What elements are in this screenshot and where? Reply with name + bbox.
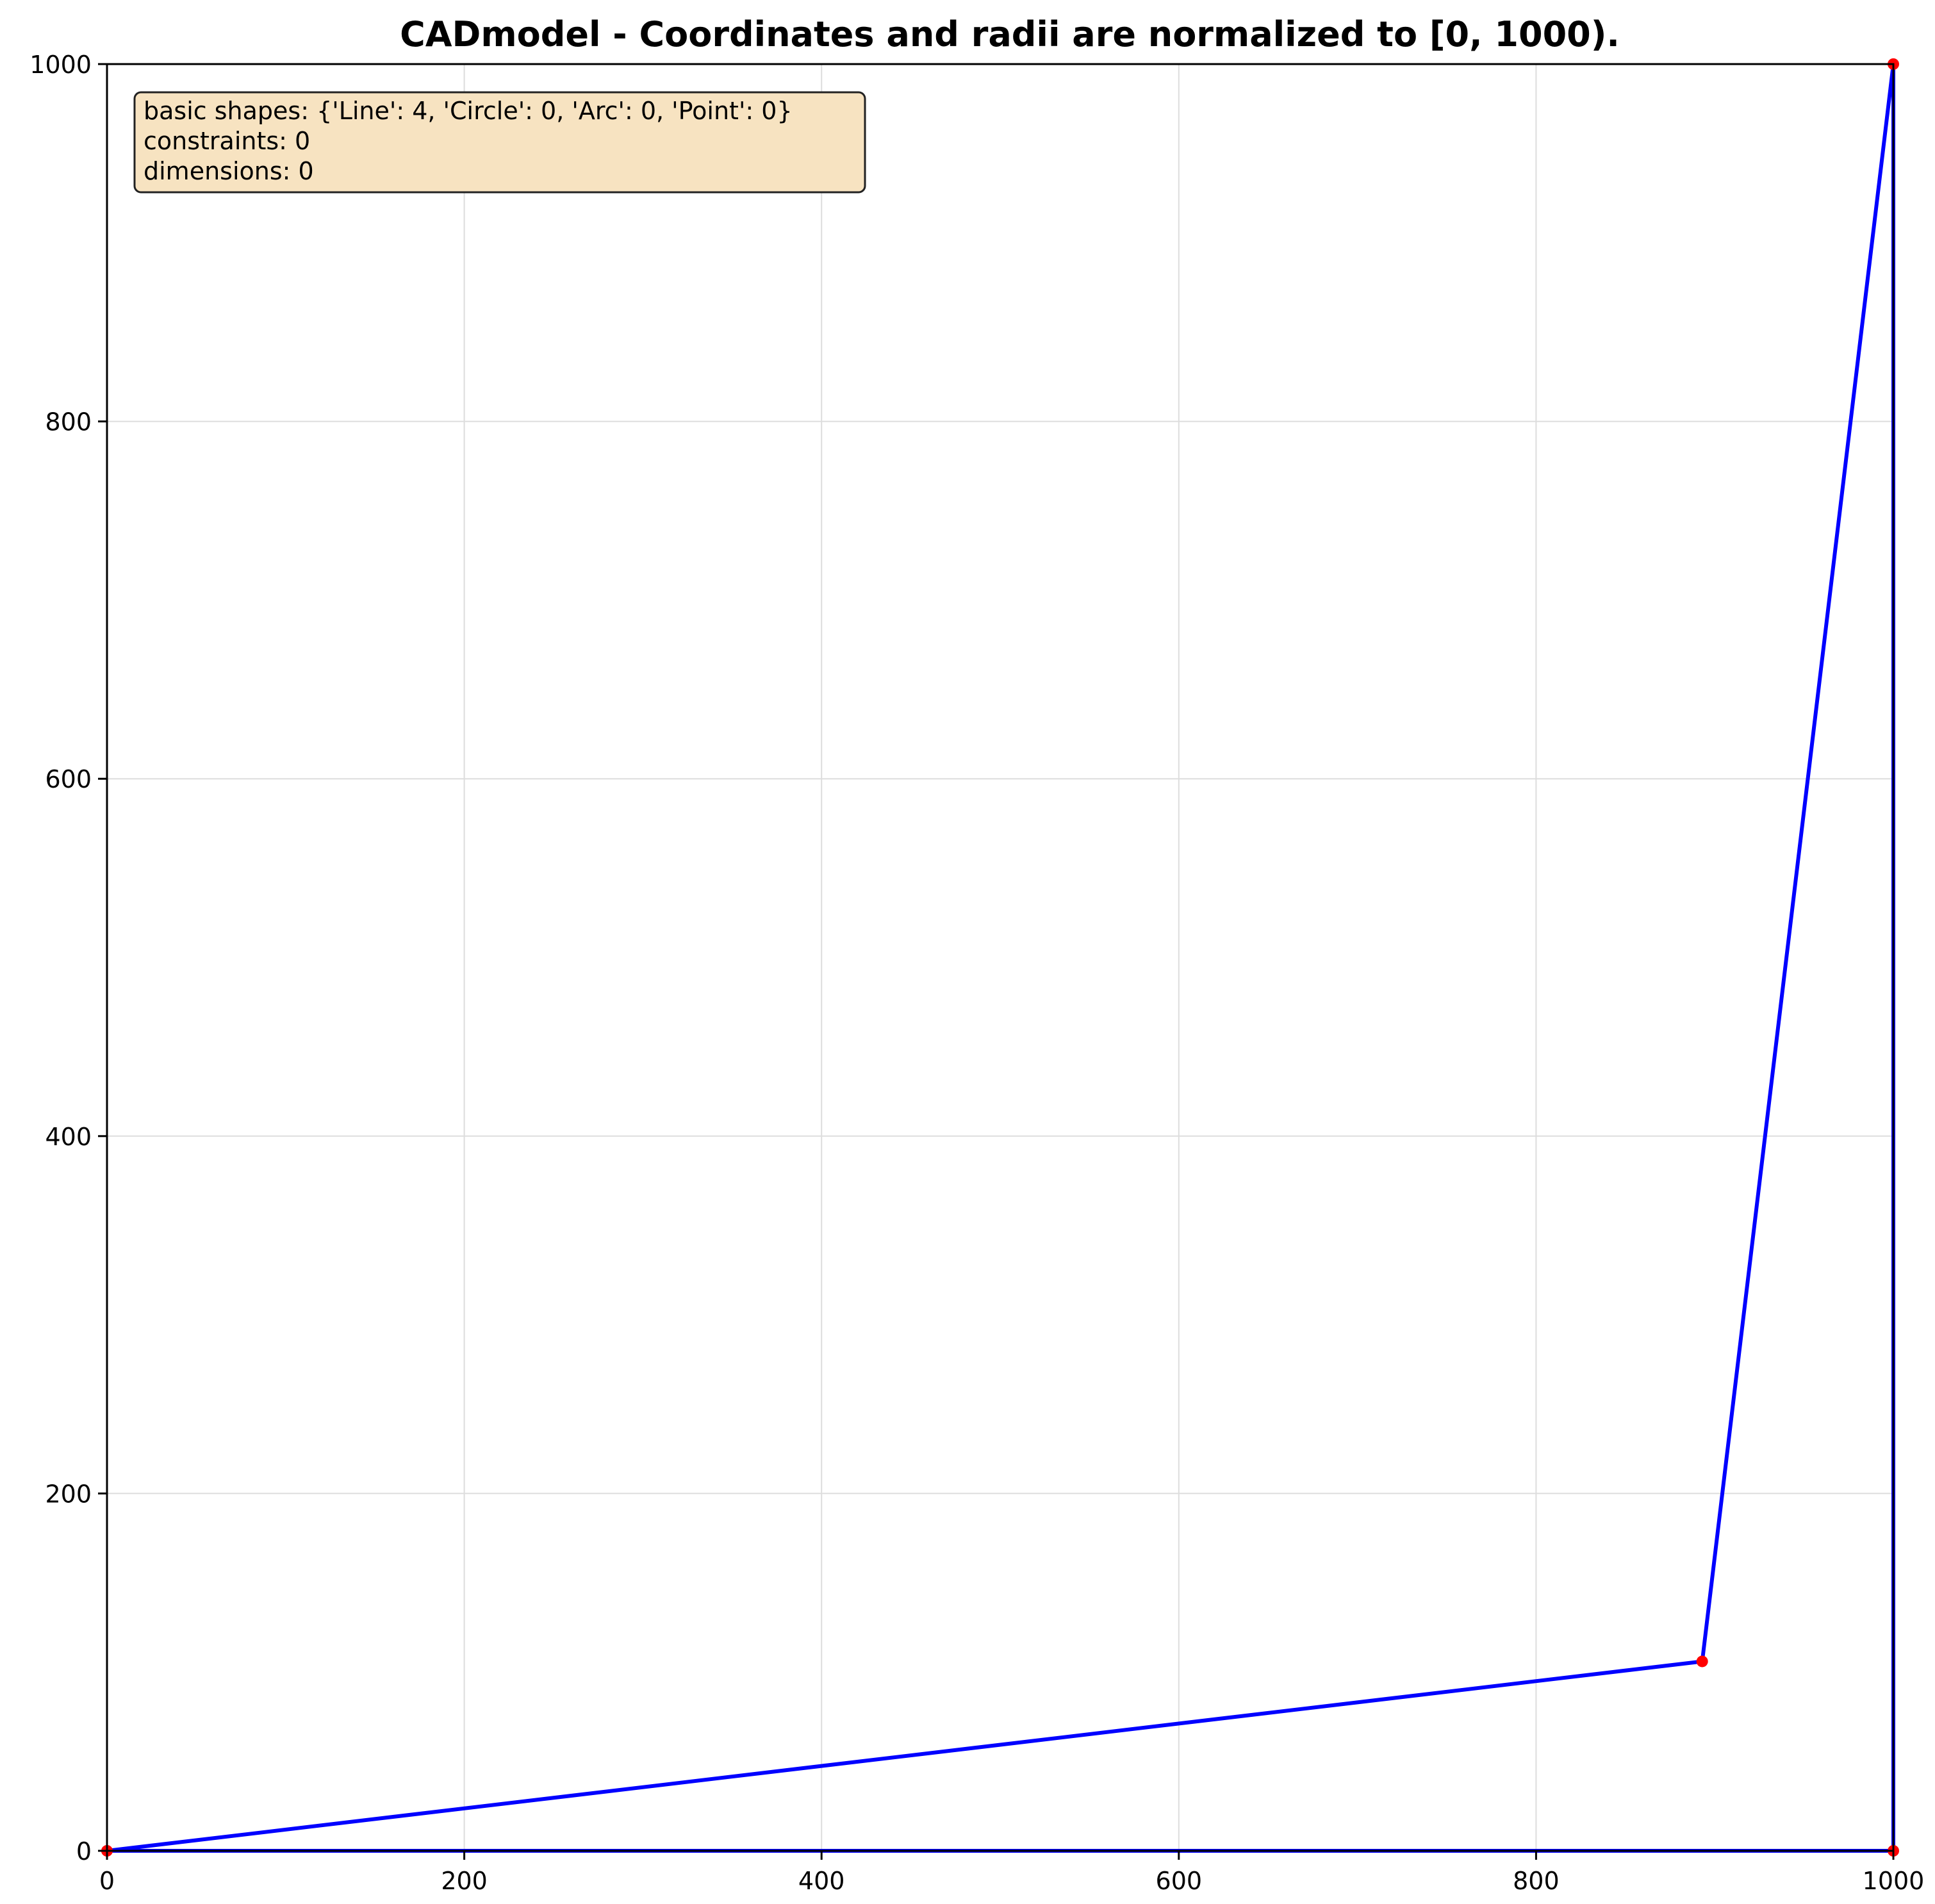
y-tick-label-4: 800 — [45, 408, 92, 436]
info-box: basic shapes: {'Line': 4, 'Circle': 0, '… — [133, 91, 866, 194]
x-tick-label-4: 800 — [1513, 1867, 1560, 1895]
cad-line-1 — [1700, 62, 1895, 1664]
x-tick-label-0: 0 — [99, 1867, 115, 1895]
y-tick-label-1: 200 — [45, 1480, 92, 1508]
plot-frame — [106, 63, 1895, 1852]
chart-title: CADmodel - Coordinates and radii are nor… — [400, 14, 1620, 54]
info-line-basic-shapes: basic shapes: {'Line': 4, 'Circle': 0, '… — [144, 97, 793, 125]
info-box-background — [133, 91, 866, 194]
y-tick-label-3: 600 — [45, 765, 92, 793]
cad-point-1 — [1696, 1655, 1708, 1668]
x-tick-label-1: 200 — [441, 1867, 488, 1895]
info-line-dimensions: dimensions: 0 — [144, 157, 314, 185]
axis-ticks: 0 200 400 600 800 1000 0 200 400 600 800 1000 — [29, 51, 1924, 1895]
x-tick-label-2: 400 — [798, 1867, 845, 1895]
info-line-constraints: constraints: 0 — [144, 127, 310, 155]
x-tick-label-5: 1000 — [1863, 1867, 1925, 1895]
x-tick-label-3: 600 — [1156, 1867, 1203, 1895]
y-tick-label-2: 400 — [45, 1123, 92, 1151]
cad-line-0 — [105, 1659, 1704, 1853]
y-tick-label-0: 0 — [76, 1837, 92, 1866]
y-tick-label-5: 1000 — [29, 51, 92, 79]
